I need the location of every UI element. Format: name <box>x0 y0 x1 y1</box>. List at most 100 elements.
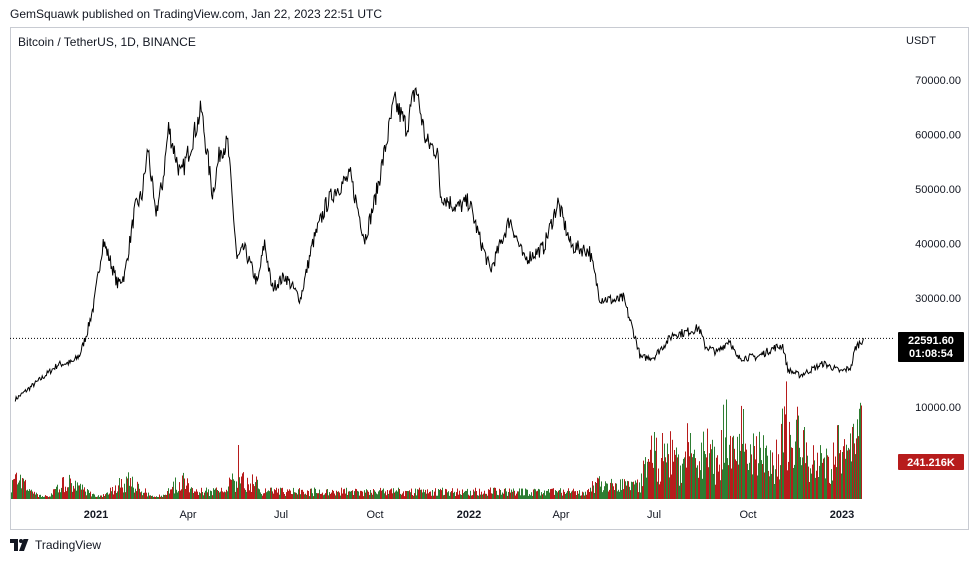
volume-bar <box>298 489 299 499</box>
volume-bar <box>481 491 482 499</box>
volume-bar <box>500 490 501 499</box>
volume-bar <box>441 490 442 499</box>
volume-bar <box>582 491 583 499</box>
volume-bar <box>275 490 276 499</box>
volume-bar <box>698 477 699 499</box>
volume-bar <box>40 494 41 499</box>
volume-bar <box>861 405 862 499</box>
volume-bar <box>610 482 611 499</box>
volume-bar <box>378 491 379 499</box>
volume-bar <box>413 495 414 499</box>
volume-bar <box>199 492 200 499</box>
volume-bar <box>382 489 383 499</box>
volume-bar <box>536 491 537 499</box>
volume-bar <box>82 484 83 499</box>
volume-bar <box>65 486 66 499</box>
volume-bar <box>771 473 772 499</box>
price-tick-label: 40000.00 <box>915 239 961 251</box>
volume-bar <box>772 452 773 499</box>
volume-bars <box>11 381 862 499</box>
volume-bar <box>456 492 457 499</box>
volume-bar <box>700 470 701 499</box>
volume-bar <box>662 433 663 499</box>
volume-bar <box>142 495 143 499</box>
price-axis[interactable]: 70000.00 60000.00 50000.00 40000.00 30000.00… <box>915 75 961 414</box>
volume-bar <box>592 481 593 499</box>
volume-bar <box>856 438 857 499</box>
volume-bar <box>168 488 169 499</box>
volume-bar <box>600 486 601 499</box>
volume-bar <box>473 489 474 499</box>
volume-bar <box>708 467 709 499</box>
volume-bar <box>372 494 373 499</box>
volume-bar <box>669 477 670 499</box>
volume-bar <box>704 451 705 499</box>
volume-bar <box>106 492 107 499</box>
volume-bar <box>239 477 240 499</box>
volume-bar <box>266 492 267 499</box>
volume-bar <box>292 494 293 499</box>
volume-bar <box>384 493 385 499</box>
volume-bar <box>48 497 49 499</box>
volume-bar <box>745 443 746 499</box>
volume-bar <box>567 490 568 499</box>
volume-bar <box>274 489 275 499</box>
current-volume-badge: 241.216K <box>898 454 964 470</box>
volume-bar <box>412 495 413 499</box>
volume-bar <box>41 497 42 499</box>
volume-bar <box>397 491 398 499</box>
volume-bar <box>674 450 675 499</box>
volume-bar <box>785 414 786 499</box>
volume-bar <box>839 453 840 499</box>
volume-bar <box>421 489 422 499</box>
volume-bar <box>55 489 56 499</box>
time-tick-label: Oct <box>739 509 756 521</box>
volume-bar <box>778 454 779 499</box>
volume-bar <box>13 479 14 499</box>
volume-bar <box>388 493 389 499</box>
volume-bar <box>311 488 312 499</box>
symbol-title[interactable]: Bitcoin / TetherUS, 1D, BINANCE <box>18 35 196 49</box>
volume-bar <box>406 491 407 499</box>
volume-bar <box>152 495 153 499</box>
volume-bar <box>54 489 55 499</box>
volume-bar <box>488 489 489 499</box>
volume-bar <box>668 454 669 499</box>
volume-bar <box>483 493 484 499</box>
volume-bar <box>171 489 172 499</box>
volume-bar <box>502 492 503 499</box>
volume-bar <box>617 491 618 499</box>
volume-bar <box>519 488 520 499</box>
volume-bar <box>524 495 525 499</box>
volume-bar <box>341 487 342 499</box>
volume-bar <box>329 492 330 499</box>
volume-bar <box>445 488 446 499</box>
volume-bar <box>257 479 258 499</box>
volume-bar <box>281 488 282 499</box>
volume-bar <box>334 493 335 499</box>
time-tick-label: Oct <box>366 509 383 521</box>
volume-bar <box>259 489 260 499</box>
volume-bar <box>559 490 560 499</box>
volume-bar <box>186 485 187 499</box>
volume-bar <box>710 444 711 499</box>
volume-bar <box>726 399 727 499</box>
tradingview-logo[interactable]: TradingView <box>10 538 101 552</box>
volume-bar <box>213 488 214 499</box>
volume-bar <box>645 457 646 499</box>
volume-bar <box>815 477 816 499</box>
volume-bar <box>253 484 254 499</box>
volume-bar <box>454 491 455 499</box>
volume-bar <box>538 488 539 499</box>
volume-bar <box>112 487 113 499</box>
volume-bar <box>50 496 51 499</box>
volume-bar <box>310 488 311 499</box>
volume-bar <box>179 482 180 499</box>
volume-bar <box>236 481 237 499</box>
volume-bar <box>151 496 152 499</box>
time-axis[interactable]: 2021 Apr Jul Oct 2022 Apr Jul Oct 2023 <box>84 509 854 521</box>
volume-bar <box>719 464 720 499</box>
volume-bar <box>440 488 441 499</box>
volume-bar <box>843 446 844 499</box>
